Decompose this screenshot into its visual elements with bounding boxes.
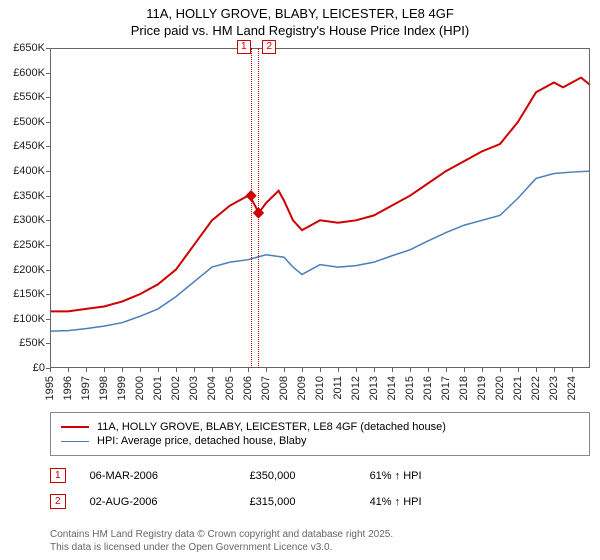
x-axis-label: 2009 xyxy=(296,376,308,400)
sale-price-2: £315,000 xyxy=(250,496,370,508)
sale-date-1: 06-MAR-2006 xyxy=(90,470,250,482)
y-axis-label: £200K xyxy=(13,264,45,276)
y-axis-label: £50K xyxy=(19,337,45,349)
y-axis-label: £450K xyxy=(13,140,45,152)
x-axis-label: 1998 xyxy=(98,376,110,400)
x-axis-label: 2003 xyxy=(188,376,200,400)
x-axis-label: 1996 xyxy=(62,376,74,400)
chart-title: 11A, HOLLY GROVE, BLABY, LEICESTER, LE8 … xyxy=(0,0,600,23)
legend-swatch-2 xyxy=(61,441,89,442)
y-axis-label: £150K xyxy=(13,288,45,300)
footer-line-1: Contains HM Land Registry data © Crown c… xyxy=(50,528,393,541)
x-axis-label: 2013 xyxy=(368,376,380,400)
sale-index-2: 2 xyxy=(50,494,66,509)
y-axis-label: £300K xyxy=(13,214,45,226)
x-axis-label: 2004 xyxy=(206,376,218,400)
y-axis-label: £500K xyxy=(13,116,45,128)
footer-attribution: Contains HM Land Registry data © Crown c… xyxy=(50,528,393,554)
y-axis-label: £0 xyxy=(33,362,45,374)
sale-hpi-2: 41% ↑ HPI xyxy=(370,496,490,508)
y-axis-label: £100K xyxy=(13,313,45,325)
x-axis-label: 2002 xyxy=(170,376,182,400)
x-axis-label: 1999 xyxy=(116,376,128,400)
legend-label-1: 11A, HOLLY GROVE, BLABY, LEICESTER, LE8 … xyxy=(97,421,446,433)
sale-marker-2: 2 xyxy=(262,40,276,54)
x-axis-label: 2008 xyxy=(278,376,290,400)
y-axis-label: £650K xyxy=(13,42,45,54)
chart-subtitle: Price paid vs. HM Land Registry's House … xyxy=(0,23,600,44)
x-axis-label: 2011 xyxy=(332,376,344,400)
legend-swatch-1 xyxy=(61,426,89,428)
y-axis-label: £600K xyxy=(13,67,45,79)
x-axis-label: 2022 xyxy=(530,376,542,400)
x-axis-label: 2001 xyxy=(152,376,164,400)
sale-date-2: 02-AUG-2006 xyxy=(90,496,250,508)
x-axis-label: 2005 xyxy=(224,376,236,400)
footer-line-2: This data is licensed under the Open Gov… xyxy=(50,541,393,554)
sale-row-1: 1 06-MAR-2006 £350,000 61% ↑ HPI xyxy=(50,468,590,483)
y-axis-label: £250K xyxy=(13,239,45,251)
x-axis-label: 2021 xyxy=(512,376,524,400)
x-axis-label: 2016 xyxy=(422,376,434,400)
sale-index-1: 1 xyxy=(50,468,66,483)
sale-price-1: £350,000 xyxy=(250,470,370,482)
sale-hpi-1: 61% ↑ HPI xyxy=(370,470,490,482)
x-axis-label: 2024 xyxy=(566,376,578,400)
x-axis-label: 2000 xyxy=(134,376,146,400)
x-axis-label: 2019 xyxy=(476,376,488,400)
x-axis-label: 1995 xyxy=(44,376,56,400)
legend-label-2: HPI: Average price, detached house, Blab… xyxy=(97,435,307,447)
x-axis-label: 2020 xyxy=(494,376,506,400)
x-axis-label: 2012 xyxy=(350,376,362,400)
x-axis-label: 2007 xyxy=(260,376,272,400)
x-axis-label: 1997 xyxy=(80,376,92,400)
sale-marker-1: 1 xyxy=(237,40,251,54)
x-axis-label: 2023 xyxy=(548,376,560,400)
y-axis-label: £350K xyxy=(13,190,45,202)
x-axis-label: 2018 xyxy=(458,376,470,400)
x-axis-label: 2006 xyxy=(242,376,254,400)
x-axis-label: 2010 xyxy=(314,376,326,400)
y-axis-label: £400K xyxy=(13,165,45,177)
chart-plot: £0£50K£100K£150K£200K£250K£300K£350K£400… xyxy=(50,48,590,368)
x-axis-label: 2015 xyxy=(404,376,416,400)
x-axis-label: 2014 xyxy=(386,376,398,400)
legend: 11A, HOLLY GROVE, BLABY, LEICESTER, LE8 … xyxy=(50,412,590,456)
x-axis-label: 2017 xyxy=(440,376,452,400)
y-axis-label: £550K xyxy=(13,91,45,103)
sale-row-2: 2 02-AUG-2006 £315,000 41% ↑ HPI xyxy=(50,494,590,509)
